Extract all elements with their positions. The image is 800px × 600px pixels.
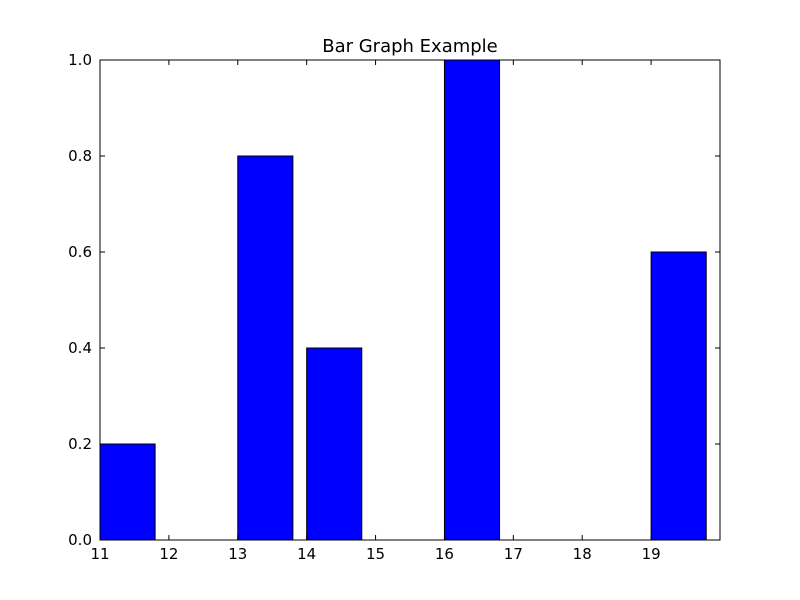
- x-tick-label: 17: [504, 545, 523, 563]
- y-tick-label: 0.8: [68, 147, 92, 165]
- x-tick-label: 19: [642, 545, 661, 563]
- x-tick-label: 14: [297, 545, 316, 563]
- y-tick-label: 0.4: [68, 339, 92, 357]
- x-tick-label: 11: [90, 545, 109, 563]
- x-tick-label: 13: [228, 545, 247, 563]
- x-tick-label: 18: [573, 545, 592, 563]
- x-tick-label: 16: [435, 545, 454, 563]
- bar-x13: [237, 155, 294, 541]
- bar-x16: [443, 59, 501, 541]
- y-tick-label: 0.0: [68, 531, 92, 549]
- y-tick-label: 1.0: [68, 51, 92, 69]
- x-tick-label: 15: [366, 545, 385, 563]
- y-tick-label: 0.2: [68, 435, 92, 453]
- y-tick-label: 0.6: [68, 243, 92, 261]
- bar-x14: [306, 347, 363, 541]
- chart-title: Bar Graph Example: [322, 36, 498, 57]
- x-tick-label: 12: [159, 545, 178, 563]
- ticks-layer: [99, 59, 720, 541]
- bar-x19: [650, 251, 707, 541]
- plot-frame: [99, 59, 721, 541]
- bar-x11: [99, 443, 156, 541]
- bars-layer: [99, 59, 707, 541]
- tick-labels-layer: 11 12 13 14 15 16 17 18 19 0.0 0.2 0.4 0.6 0.8 1.0: [68, 51, 661, 563]
